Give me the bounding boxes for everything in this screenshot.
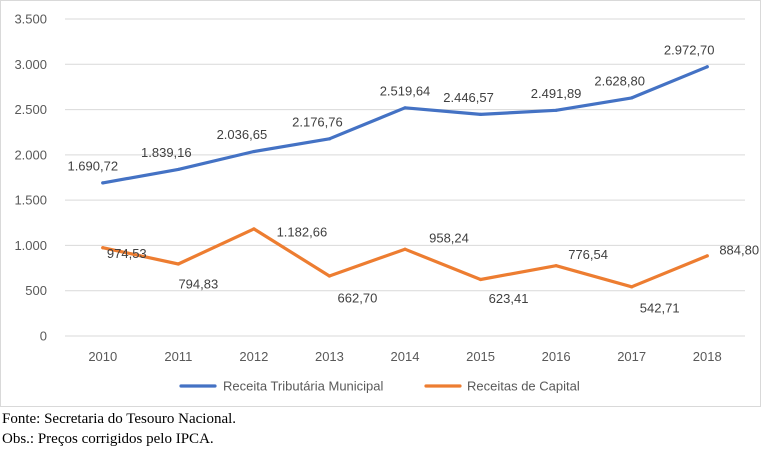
data-label-s0-2018: 2.972,70 xyxy=(664,42,715,57)
data-point-s1-2017 xyxy=(630,285,634,289)
y-tick-label-2: 1.000 xyxy=(14,238,47,253)
data-point-s0-2010 xyxy=(101,181,105,185)
data-point-s1-2016 xyxy=(554,264,558,268)
data-point-s1-2011 xyxy=(176,262,180,266)
data-label-s1-2014: 958,24 xyxy=(429,231,469,246)
y-tick-label-4: 2.000 xyxy=(14,147,47,162)
line-chart: 0 500 1.000 1.500 2.000 2.500 3.000 3.500 2010 20… xyxy=(14,12,759,394)
data-label-s1-2010: 974,53 xyxy=(107,246,147,261)
data-point-s1-2012 xyxy=(252,227,256,231)
x-tick-label-2015: 2015 xyxy=(466,349,495,364)
data-label-s1-2015: 623,41 xyxy=(489,291,529,306)
data-point-s0-2011 xyxy=(176,167,180,172)
x-tick-label-2012: 2012 xyxy=(239,349,268,364)
data-label-s0-2010: 1.690,72 xyxy=(67,158,118,173)
data-label-s1-2012: 1.182,66 xyxy=(277,224,328,239)
chart-area: 0 500 1.000 1.500 2.000 2.500 3.000 3.500 2010 20… xyxy=(0,0,761,407)
data-point-s0-2018 xyxy=(705,65,709,69)
data-point-s0-2015 xyxy=(478,112,483,117)
data-label-s0-2011: 1.839,16 xyxy=(141,145,192,160)
data-label-s1-2016: 776,54 xyxy=(568,247,608,262)
x-tick-label-2017: 2017 xyxy=(617,349,646,364)
data-point-s0-2017 xyxy=(630,96,634,100)
legend-label-1: Receitas de Capital xyxy=(467,379,580,394)
data-label-s0-2016: 2.491,89 xyxy=(531,86,582,101)
legend-label-0: Receita Tributária Municipal xyxy=(223,379,384,394)
data-label-s1-2017: 542,71 xyxy=(640,300,680,315)
x-tick-label-2010: 2010 xyxy=(88,349,117,364)
x-tick-label-2014: 2014 xyxy=(391,349,420,364)
data-point-s1-2010 xyxy=(101,246,105,250)
data-point-s1-2014 xyxy=(403,247,407,251)
observation-note: Obs.: Preços corrigidos pelo IPCA. xyxy=(2,431,214,447)
y-tick-label-0: 0 xyxy=(40,329,47,344)
data-label-s0-2014: 2.519,64 xyxy=(380,83,431,98)
y-tick-label-5: 2.500 xyxy=(14,102,47,117)
data-label-s1-2013: 662,70 xyxy=(338,290,378,305)
data-point-s1-2018 xyxy=(705,254,709,258)
y-tick-label-6: 3.000 xyxy=(14,57,47,72)
data-point-s0-2014 xyxy=(403,106,407,110)
y-tick-label-7: 3.500 xyxy=(14,12,47,27)
x-tick-label-2018: 2018 xyxy=(693,349,722,364)
data-label-s0-2015: 2.446,57 xyxy=(443,90,494,105)
data-label-s0-2013: 2.176,76 xyxy=(292,114,343,129)
x-tick-label-2011: 2011 xyxy=(164,349,192,364)
data-label-s0-2017: 2.628,80 xyxy=(594,73,645,88)
source-note: Fonte: Secretaria do Tesouro Nacional. xyxy=(2,411,237,427)
data-point-s0-2016 xyxy=(554,108,558,112)
data-point-s1-2013 xyxy=(327,274,332,278)
data-point-s0-2013 xyxy=(327,137,332,141)
data-label-s1-2011: 794,83 xyxy=(178,277,218,292)
data-label-s1-2018: 884,80 xyxy=(719,242,759,257)
x-tick-label-2016: 2016 xyxy=(542,349,571,364)
data-label-s0-2012: 2.036,65 xyxy=(217,127,268,142)
data-point-s0-2012 xyxy=(252,149,256,154)
y-tick-label-1: 500 xyxy=(25,283,47,298)
y-tick-label-3: 1.500 xyxy=(14,193,47,208)
data-point-s1-2015 xyxy=(478,277,483,282)
x-tick-label-2013: 2013 xyxy=(315,349,344,364)
